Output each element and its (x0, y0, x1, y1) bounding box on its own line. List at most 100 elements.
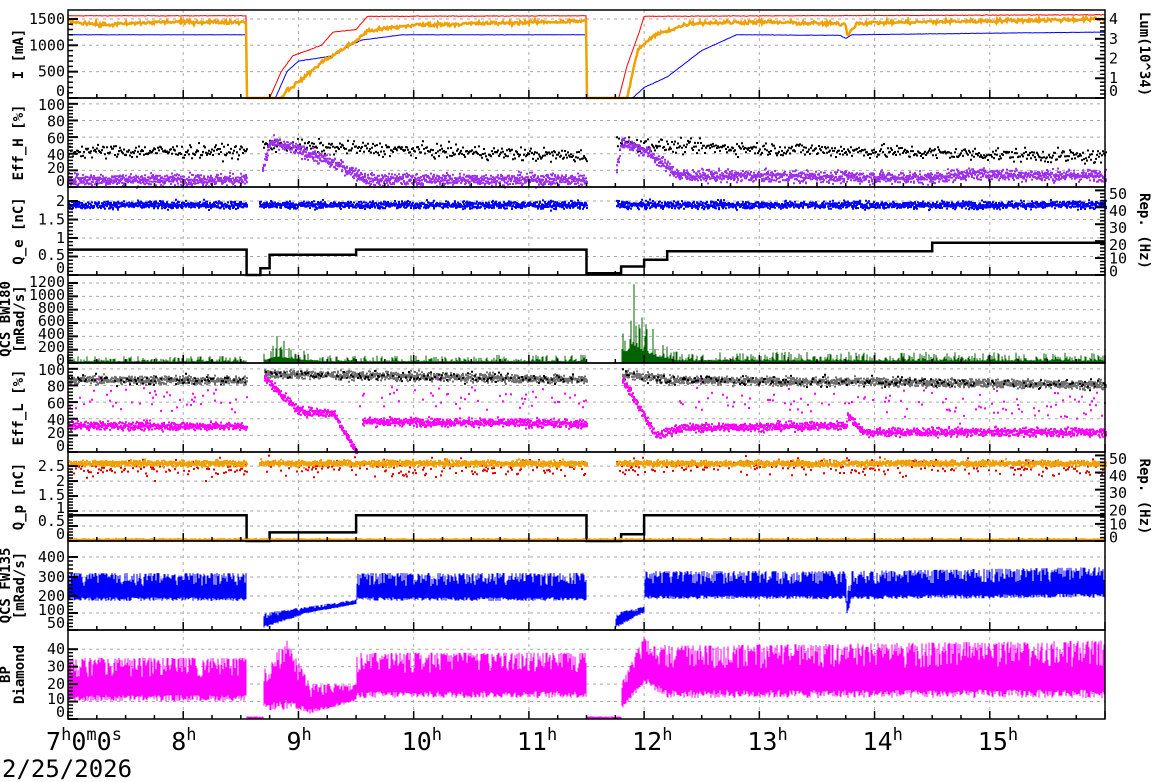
y-tick-label: 2 (56, 472, 65, 490)
y-tick-label: 0.5 (38, 246, 65, 264)
y-axis-label: Eff_H [%] (11, 105, 27, 181)
y-tick-label: 0 (56, 82, 65, 100)
y-tick-label: 500 (38, 63, 65, 81)
y-axis-label: QCS FW135 (0, 548, 14, 624)
y-tick-label: 1000 (29, 286, 65, 304)
y-tick-label: 0 (56, 437, 65, 455)
x-tick-label: 10h (402, 725, 442, 756)
right-tick-label: 50 (1109, 450, 1127, 468)
y-tick-label: 30 (47, 658, 65, 676)
y-tick-label: 80 (47, 113, 65, 131)
x-tick-label: 11h (517, 725, 557, 756)
right-tick-label: 4 (1109, 10, 1118, 28)
y-axis-label: QCS BW180 (0, 281, 14, 357)
y-tick-label: 60 (47, 394, 65, 412)
y-tick-label: 40 (47, 640, 65, 658)
y-tick-label: 600 (38, 312, 65, 330)
y-tick-label: 80 (47, 378, 65, 396)
series-ler-efficiency-sparse (68, 378, 1106, 425)
y-tick-label: 400 (38, 325, 65, 343)
y-tick-label: 0 (56, 525, 65, 543)
right-tick-label: 1 (1109, 69, 1118, 87)
y-tick-label: 300 (38, 568, 65, 586)
x-tick-label: 7h0m0s (46, 725, 122, 756)
series-her-efficiency (68, 136, 1107, 165)
y-tick-label: 0 (56, 351, 65, 369)
right-tick-label: 3 (1109, 30, 1118, 48)
grid (68, 10, 1105, 720)
y-tick-label: 0 (56, 172, 65, 190)
panel-frame (67, 362, 1106, 453)
date-label: 2/25/2026 (2, 755, 132, 782)
x-tick-label: 12h (632, 725, 672, 756)
y-tick-label: 40 (47, 411, 65, 429)
y-tick-label: 1.5 (38, 211, 65, 229)
y-tick-label: 60 (47, 129, 65, 147)
series-electron-rep-rate (68, 241, 1105, 277)
y-tick-label: 40 (47, 146, 65, 164)
y-tick-label: 20 (47, 675, 65, 693)
right-tick-label: 30 (1109, 484, 1127, 502)
y-axis-label: [mRad/s] (12, 552, 28, 619)
series-positron-charge (68, 457, 1107, 470)
right-tick-label: 10 (1109, 250, 1127, 268)
y-axis-label: BP (0, 666, 14, 683)
x-tick-label: 8h (171, 725, 196, 756)
y-tick-label: 1 (56, 499, 65, 517)
right-tick-label: 2 (1109, 50, 1118, 68)
y-axis-label: Q_e [nC] (11, 197, 27, 264)
x-tick-label: 9h (286, 725, 311, 756)
right-tick-label: 0 (1109, 529, 1118, 547)
y-tick-label: 1200 (29, 273, 65, 291)
y-tick-label: 800 (38, 299, 65, 317)
x-tick-label: 13h (747, 725, 787, 756)
y-tick-label: 2 (56, 192, 65, 210)
y-tick-label: 2.5 (38, 457, 65, 475)
y-axis-label: Q_p [nC] (11, 463, 27, 530)
y-axis-label: [mRad/s] (12, 285, 28, 352)
series-her-efficiency-2 (68, 134, 1107, 189)
right-tick-label: 0 (1109, 82, 1118, 100)
y-tick-label: 200 (38, 338, 65, 356)
right-tick-label: 40 (1109, 202, 1127, 220)
series-positron-charge-low (70, 454, 1104, 482)
right-axis-label: Lum(10^34) (1136, 12, 1152, 96)
y-tick-label: 50 (47, 614, 65, 632)
y-tick-label: 0 (56, 259, 65, 277)
series-luminosity (68, 14, 1107, 100)
y-tick-label: 10 (47, 690, 65, 708)
y-tick-label: 0.5 (38, 512, 65, 530)
y-tick-label: 20 (47, 159, 65, 177)
y-tick-label: 400 (38, 548, 65, 566)
series-ler-efficiency-black (68, 368, 1106, 392)
right-tick-label: 10 (1109, 516, 1127, 534)
right-tick-label: 20 (1109, 236, 1127, 254)
y-tick-label: 100 (38, 601, 65, 619)
right-axis-label: Rep. (Hz) (1136, 193, 1152, 269)
y-tick-label: 200 (38, 587, 65, 605)
y-tick-label: 1500 (29, 10, 65, 28)
right-tick-label: 0 (1109, 263, 1118, 281)
y-axis-label: Eff_L [%] (11, 370, 27, 446)
y-tick-label: 1 (56, 229, 65, 247)
y-tick-label: 1.5 (38, 486, 65, 504)
series-ler-efficiency-gray (68, 368, 1107, 392)
y-tick-label: 0 (56, 703, 65, 721)
series-qcs-fw135-dose (67, 567, 1106, 628)
x-tick-label: 14h (863, 725, 903, 756)
y-axis-label: I [mA] (11, 29, 27, 80)
series-electron-charge (68, 198, 1107, 212)
y-tick-label: 100 (38, 96, 65, 114)
right-tick-label: 50 (1109, 185, 1127, 203)
y-tick-label: 20 (47, 424, 65, 442)
right-tick-label: 20 (1109, 501, 1127, 519)
y-axis-label: Diamond (12, 645, 28, 704)
right-tick-label: 30 (1109, 219, 1127, 237)
right-axis-label: Rep. (Hz) (1136, 459, 1152, 535)
y-tick-label: 1000 (29, 36, 65, 54)
x-tick-label: 15h (978, 725, 1018, 756)
right-tick-label: 40 (1109, 467, 1127, 485)
y-tick-label: 100 (38, 361, 65, 379)
